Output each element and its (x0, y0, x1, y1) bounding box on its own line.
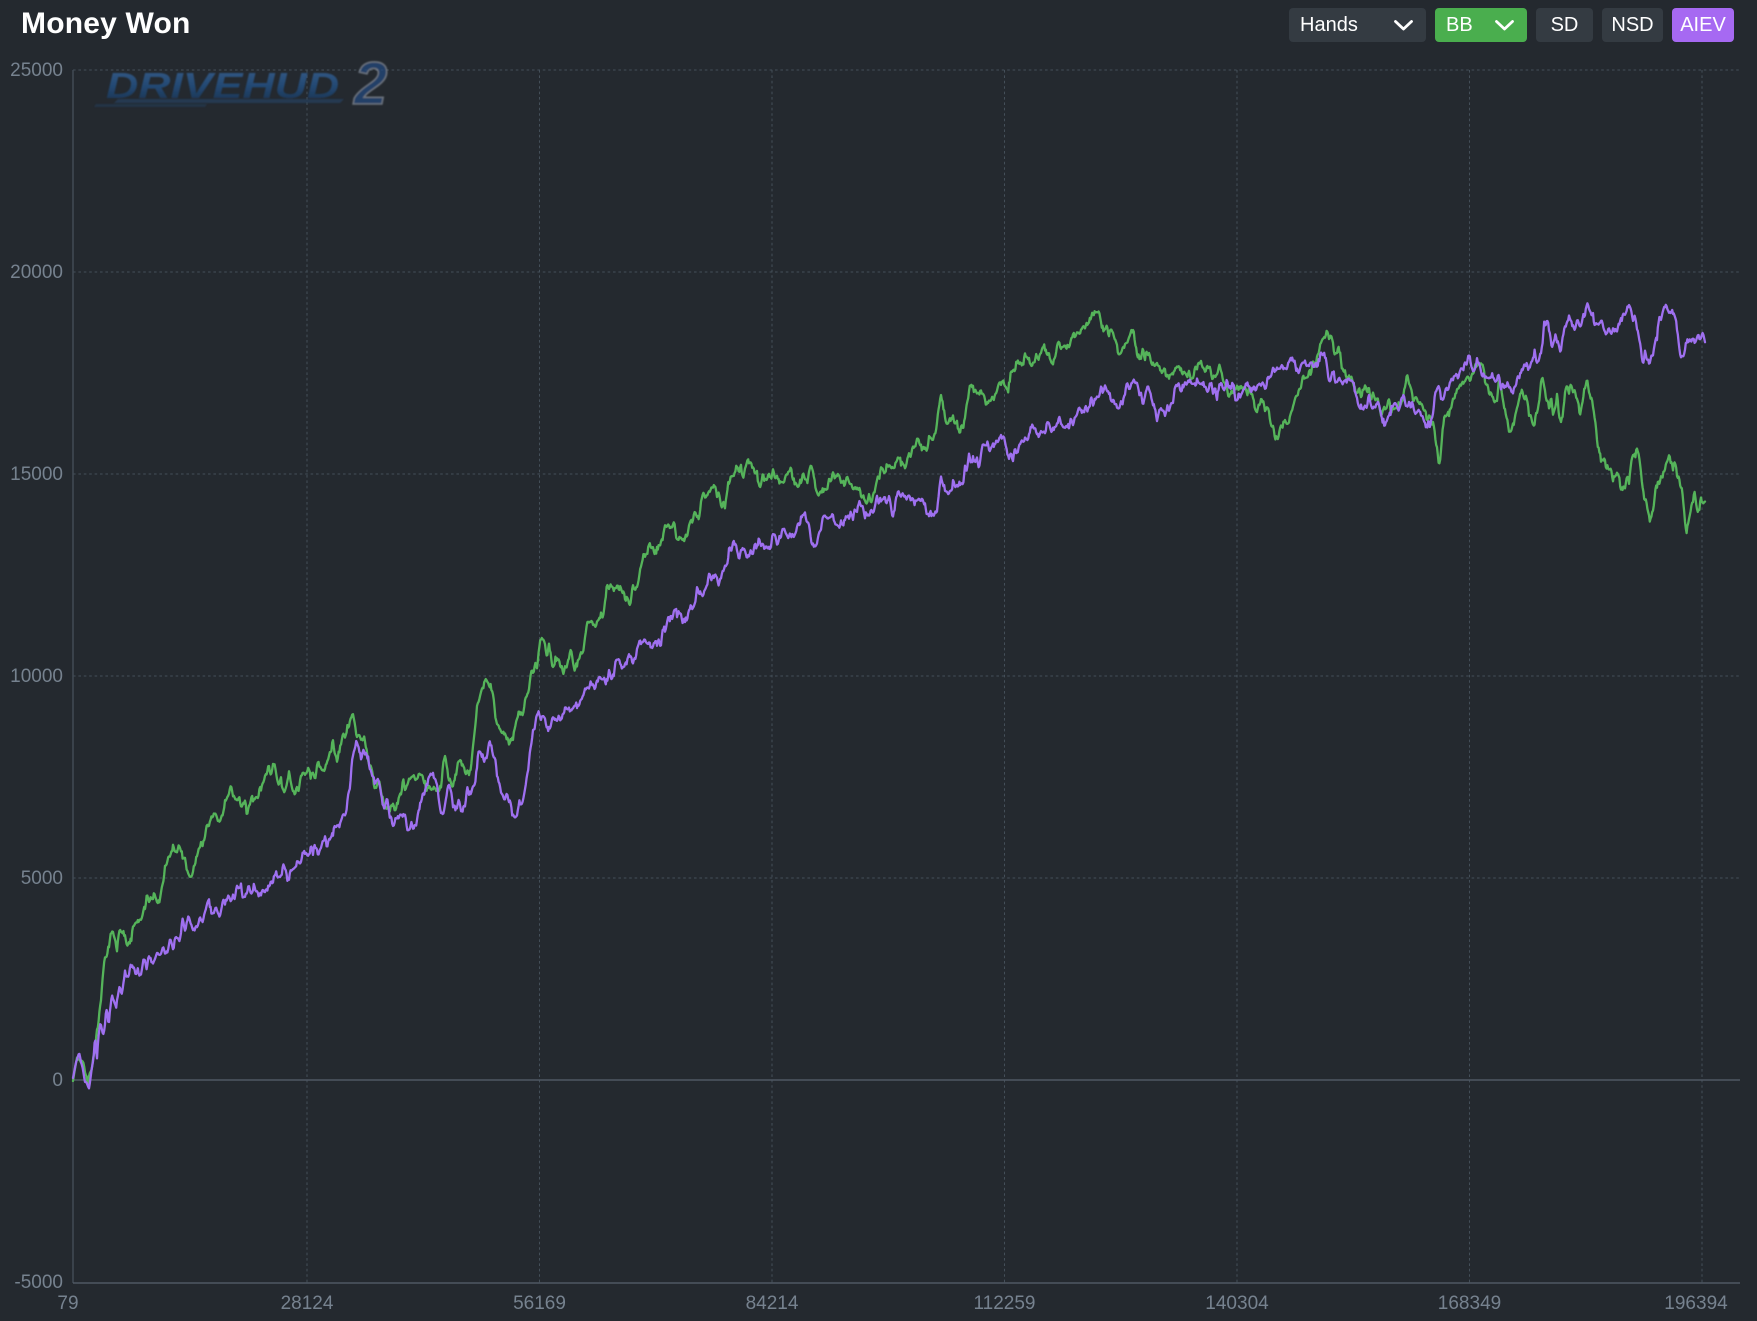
svg-text:196394: 196394 (1664, 1293, 1728, 1314)
svg-text:2: 2 (353, 50, 387, 117)
svg-text:DRIVEHUD: DRIVEHUD (106, 65, 339, 106)
svg-text:84214: 84214 (746, 1293, 799, 1314)
svg-text:15000: 15000 (10, 464, 63, 485)
svg-text:79: 79 (57, 1293, 78, 1314)
svg-text:112259: 112259 (974, 1293, 1036, 1314)
svg-text:0: 0 (52, 1070, 63, 1091)
svg-text:140304: 140304 (1205, 1293, 1269, 1314)
svg-text:28124: 28124 (281, 1293, 334, 1314)
svg-text:25000: 25000 (10, 60, 63, 81)
svg-text:20000: 20000 (10, 262, 63, 283)
svg-text:168349: 168349 (1438, 1293, 1501, 1314)
svg-text:56169: 56169 (513, 1293, 566, 1314)
svg-text:10000: 10000 (10, 666, 63, 687)
svg-text:5000: 5000 (21, 868, 63, 889)
svg-text:-5000: -5000 (14, 1272, 63, 1293)
